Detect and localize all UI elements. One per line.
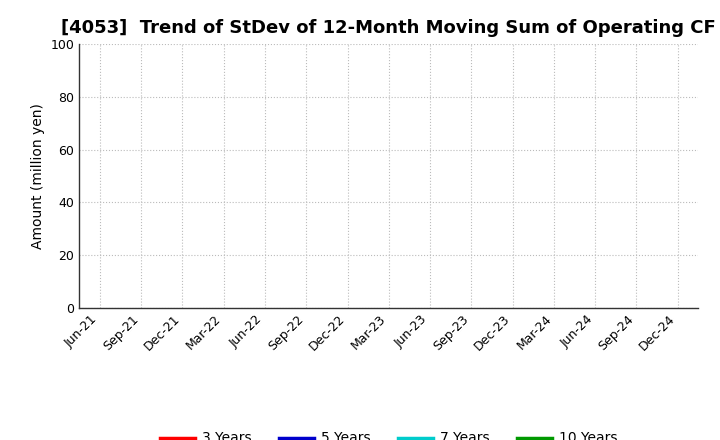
Y-axis label: Amount (million yen): Amount (million yen)	[31, 103, 45, 249]
Title: [4053]  Trend of StDev of 12-Month Moving Sum of Operating CF: [4053] Trend of StDev of 12-Month Moving…	[61, 19, 716, 37]
Legend: 3 Years, 5 Years, 7 Years, 10 Years: 3 Years, 5 Years, 7 Years, 10 Years	[155, 426, 623, 440]
